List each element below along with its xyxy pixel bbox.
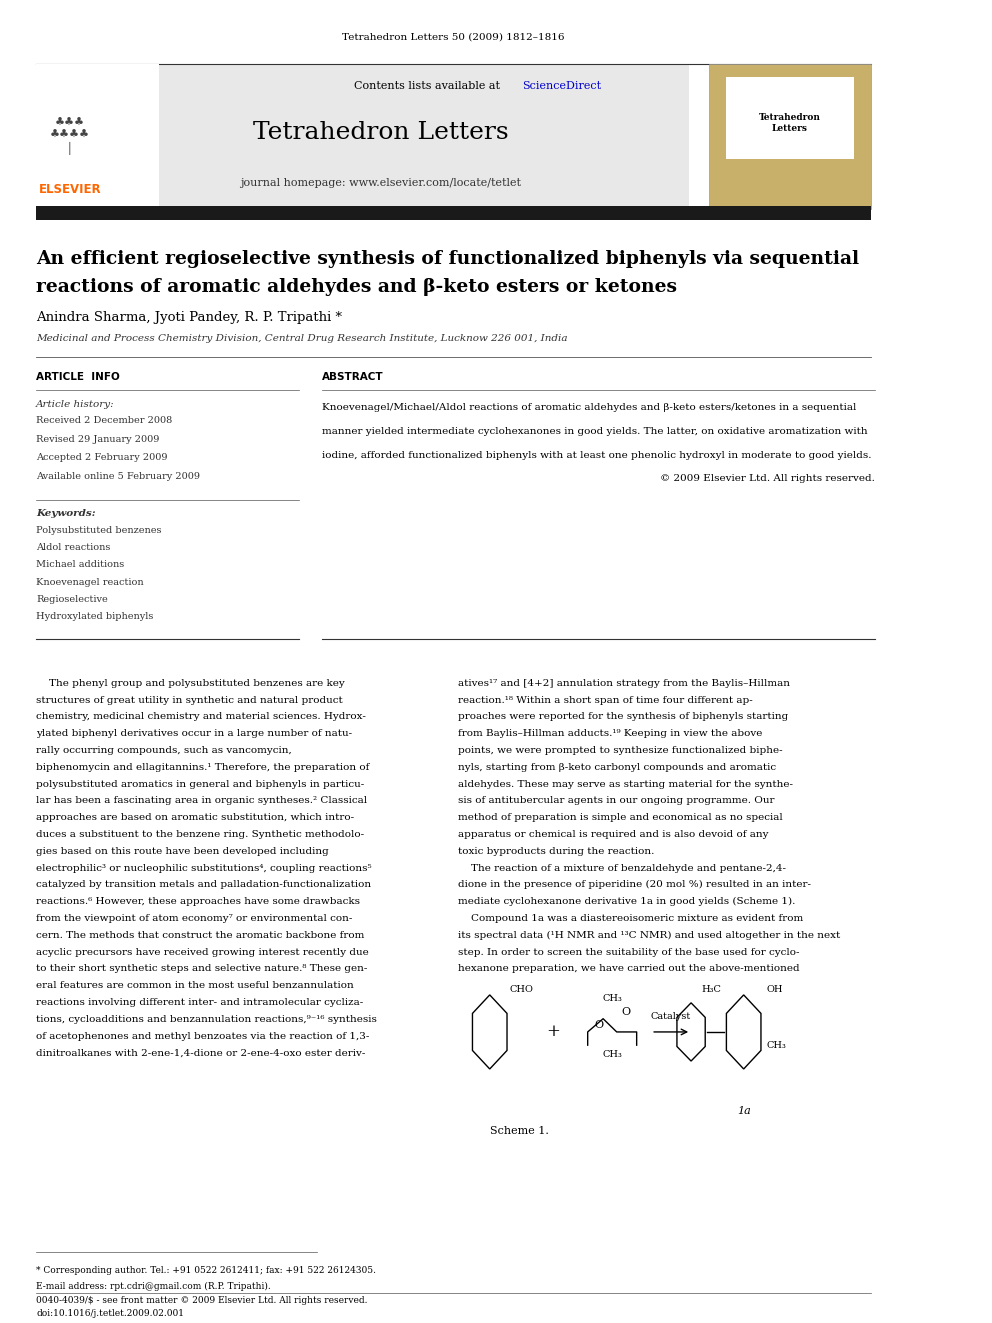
Text: reactions.⁶ However, these approaches have some drawbacks: reactions.⁶ However, these approaches ha… xyxy=(37,897,360,906)
Text: tions, cycloadditions and benzannulation reactions,⁹⁻¹⁶ synthesis: tions, cycloadditions and benzannulation… xyxy=(37,1015,377,1024)
Text: catalyzed by transition metals and palladation-functionalization: catalyzed by transition metals and palla… xyxy=(37,880,371,889)
Text: CH₃: CH₃ xyxy=(602,1050,622,1058)
FancyBboxPatch shape xyxy=(37,206,871,220)
Text: reaction.¹⁸ Within a short span of time four different ap-: reaction.¹⁸ Within a short span of time … xyxy=(458,696,753,705)
Text: Revised 29 January 2009: Revised 29 January 2009 xyxy=(37,435,160,443)
Text: dione in the presence of piperidine (20 mol %) resulted in an inter-: dione in the presence of piperidine (20 … xyxy=(458,880,811,889)
Text: iodine, afforded functionalized biphenyls with at least one phenolic hydroxyl in: iodine, afforded functionalized biphenyl… xyxy=(322,451,871,459)
Text: nyls, starting from β-keto carbonyl compounds and aromatic: nyls, starting from β-keto carbonyl comp… xyxy=(458,762,776,771)
Text: lar has been a fascinating area in organic syntheses.² Classical: lar has been a fascinating area in organ… xyxy=(37,796,367,806)
Text: from the viewpoint of atom economy⁷ or environmental con-: from the viewpoint of atom economy⁷ or e… xyxy=(37,914,352,923)
Text: dinitroalkanes with 2-ene-1,4-dione or 2-ene-4-oxo ester deriv-: dinitroalkanes with 2-ene-1,4-dione or 2… xyxy=(37,1048,366,1057)
Text: O: O xyxy=(621,1007,630,1017)
Text: Knoevenagel/Michael/Aldol reactions of aromatic aldehydes and β-keto esters/keto: Knoevenagel/Michael/Aldol reactions of a… xyxy=(322,404,856,411)
Text: atives¹⁷ and [4+2] annulation strategy from the Baylis–Hillman: atives¹⁷ and [4+2] annulation strategy f… xyxy=(458,679,790,688)
Text: O: O xyxy=(594,1020,603,1031)
Text: Catalyst: Catalyst xyxy=(651,1012,691,1020)
Text: An efficient regioselective synthesis of functionalized biphenyls via sequential: An efficient regioselective synthesis of… xyxy=(37,250,859,269)
Text: duces a substituent to the benzene ring. Synthetic methodolo-: duces a substituent to the benzene ring.… xyxy=(37,830,364,839)
Text: gies based on this route have been developed including: gies based on this route have been devel… xyxy=(37,847,329,856)
Text: +: + xyxy=(547,1024,560,1040)
Text: H₃C: H₃C xyxy=(701,986,721,994)
Text: CH₃: CH₃ xyxy=(767,1041,787,1049)
Text: acyclic precursors have received growing interest recently due: acyclic precursors have received growing… xyxy=(37,947,369,957)
Text: apparatus or chemical is required and is also devoid of any: apparatus or chemical is required and is… xyxy=(458,830,769,839)
Text: Scheme 1.: Scheme 1. xyxy=(490,1126,549,1136)
Text: aldehydes. These may serve as starting material for the synthe-: aldehydes. These may serve as starting m… xyxy=(458,779,793,789)
Text: ELSEVIER: ELSEVIER xyxy=(39,183,101,196)
Text: CH₃: CH₃ xyxy=(602,995,622,1003)
Text: to their short synthetic steps and selective nature.⁸ These gen-: to their short synthetic steps and selec… xyxy=(37,964,368,974)
Text: polysubstituted aromatics in general and biphenyls in particu-: polysubstituted aromatics in general and… xyxy=(37,779,364,789)
Text: eral features are common in the most useful benzannulation: eral features are common in the most use… xyxy=(37,982,354,990)
Text: Tetrahedron
Letters: Tetrahedron Letters xyxy=(759,114,820,132)
Text: proaches were reported for the synthesis of biphenyls starting: proaches were reported for the synthesis… xyxy=(458,712,789,721)
FancyBboxPatch shape xyxy=(37,64,159,209)
Text: 0040-4039/$ - see front matter © 2009 Elsevier Ltd. All rights reserved.: 0040-4039/$ - see front matter © 2009 El… xyxy=(37,1297,368,1304)
Text: Compound 1a was a diastereoisomeric mixture as evident from: Compound 1a was a diastereoisomeric mixt… xyxy=(458,914,804,923)
Text: step. In order to screen the suitability of the base used for cyclo-: step. In order to screen the suitability… xyxy=(458,947,800,957)
Text: toxic byproducts during the reaction.: toxic byproducts during the reaction. xyxy=(458,847,655,856)
Text: structures of great utility in synthetic and natural product: structures of great utility in synthetic… xyxy=(37,696,343,705)
Text: Tetrahedron Letters: Tetrahedron Letters xyxy=(253,120,509,144)
Text: Contents lists available at: Contents lists available at xyxy=(354,81,503,91)
Text: The reaction of a mixture of benzaldehyde and pentane-2,4-: The reaction of a mixture of benzaldehyd… xyxy=(458,864,786,873)
Text: of acetophenones and methyl benzoates via the reaction of 1,3-: of acetophenones and methyl benzoates vi… xyxy=(37,1032,370,1041)
Text: Polysubstituted benzenes: Polysubstituted benzenes xyxy=(37,527,162,534)
Text: * Corresponding author. Tel.: +91 0522 2612411; fax: +91 522 26124305.: * Corresponding author. Tel.: +91 0522 2… xyxy=(37,1266,376,1274)
Text: electrophilic³ or nucleophilic substitutions⁴, coupling reactions⁵: electrophilic³ or nucleophilic substitut… xyxy=(37,864,372,873)
Text: journal homepage: www.elsevier.com/locate/tetlet: journal homepage: www.elsevier.com/locat… xyxy=(240,177,522,188)
Text: sis of antitubercular agents in our ongoing programme. Our: sis of antitubercular agents in our ongo… xyxy=(458,796,775,806)
Text: mediate cyclohexanone derivative 1a in good yields (Scheme 1).: mediate cyclohexanone derivative 1a in g… xyxy=(458,897,796,906)
Text: ARTICLE  INFO: ARTICLE INFO xyxy=(37,372,120,382)
Text: points, we were prompted to synthesize functionalized biphe-: points, we were prompted to synthesize f… xyxy=(458,746,783,755)
Text: Accepted 2 February 2009: Accepted 2 February 2009 xyxy=(37,454,168,462)
Text: manner yielded intermediate cyclohexanones in good yields. The latter, on oxidat: manner yielded intermediate cyclohexanon… xyxy=(322,427,868,435)
Text: chemistry, medicinal chemistry and material sciences. Hydrox-: chemistry, medicinal chemistry and mater… xyxy=(37,712,366,721)
Text: method of preparation is simple and economical as no special: method of preparation is simple and econ… xyxy=(458,814,783,822)
Text: biphenomycin and ellagitannins.¹ Therefore, the preparation of: biphenomycin and ellagitannins.¹ Therefo… xyxy=(37,762,370,771)
Text: ScienceDirect: ScienceDirect xyxy=(523,81,601,91)
FancyBboxPatch shape xyxy=(709,64,871,209)
Text: Michael additions: Michael additions xyxy=(37,561,125,569)
FancyBboxPatch shape xyxy=(37,64,689,209)
Text: 1a: 1a xyxy=(737,1106,751,1117)
Text: approaches are based on aromatic substitution, which intro-: approaches are based on aromatic substit… xyxy=(37,814,354,822)
Text: Tetrahedron Letters 50 (2009) 1812–1816: Tetrahedron Letters 50 (2009) 1812–1816 xyxy=(342,33,564,41)
Text: Available online 5 February 2009: Available online 5 February 2009 xyxy=(37,472,200,480)
Text: Anindra Sharma, Jyoti Pandey, R. P. Tripathi *: Anindra Sharma, Jyoti Pandey, R. P. Trip… xyxy=(37,311,342,324)
Text: rally occurring compounds, such as vancomycin,: rally occurring compounds, such as vanco… xyxy=(37,746,292,755)
Text: doi:10.1016/j.tetlet.2009.02.001: doi:10.1016/j.tetlet.2009.02.001 xyxy=(37,1310,185,1318)
Text: Hydroxylated biphenyls: Hydroxylated biphenyls xyxy=(37,613,154,620)
Text: reactions of aromatic aldehydes and β-keto esters or ketones: reactions of aromatic aldehydes and β-ke… xyxy=(37,278,678,296)
Text: hexanone preparation, we have carried out the above-mentioned: hexanone preparation, we have carried ou… xyxy=(458,964,800,974)
Text: ylated biphenyl derivatives occur in a large number of natu-: ylated biphenyl derivatives occur in a l… xyxy=(37,729,352,738)
Text: reactions involving different inter- and intramolecular cycliza-: reactions involving different inter- and… xyxy=(37,998,363,1007)
Text: Keywords:: Keywords: xyxy=(37,509,96,517)
Text: The phenyl group and polysubstituted benzenes are key: The phenyl group and polysubstituted ben… xyxy=(37,679,345,688)
Text: its spectral data (¹H NMR and ¹³C NMR) and used altogether in the next: its spectral data (¹H NMR and ¹³C NMR) a… xyxy=(458,931,840,939)
Text: Regioselective: Regioselective xyxy=(37,595,108,603)
Text: ♣♣♣
♣♣♣♣
 │: ♣♣♣ ♣♣♣♣ │ xyxy=(50,118,90,155)
Text: © 2009 Elsevier Ltd. All rights reserved.: © 2009 Elsevier Ltd. All rights reserved… xyxy=(661,475,875,483)
Text: E-mail address: rpt.cdri@gmail.com (R.P. Tripathi).: E-mail address: rpt.cdri@gmail.com (R.P.… xyxy=(37,1282,271,1290)
Text: CHO: CHO xyxy=(510,986,534,994)
Text: from Baylis–Hillman adducts.¹⁹ Keeping in view the above: from Baylis–Hillman adducts.¹⁹ Keeping i… xyxy=(458,729,763,738)
Text: Aldol reactions: Aldol reactions xyxy=(37,544,111,552)
Text: OH: OH xyxy=(767,986,783,994)
Text: Received 2 December 2008: Received 2 December 2008 xyxy=(37,417,173,425)
FancyBboxPatch shape xyxy=(725,77,854,159)
Text: cern. The methods that construct the aromatic backbone from: cern. The methods that construct the aro… xyxy=(37,931,365,939)
Text: Article history:: Article history: xyxy=(37,401,115,409)
Text: ABSTRACT: ABSTRACT xyxy=(322,372,384,382)
Text: Knoevenagel reaction: Knoevenagel reaction xyxy=(37,578,144,586)
Text: Medicinal and Process Chemistry Division, Central Drug Research Institute, Luckn: Medicinal and Process Chemistry Division… xyxy=(37,335,567,343)
